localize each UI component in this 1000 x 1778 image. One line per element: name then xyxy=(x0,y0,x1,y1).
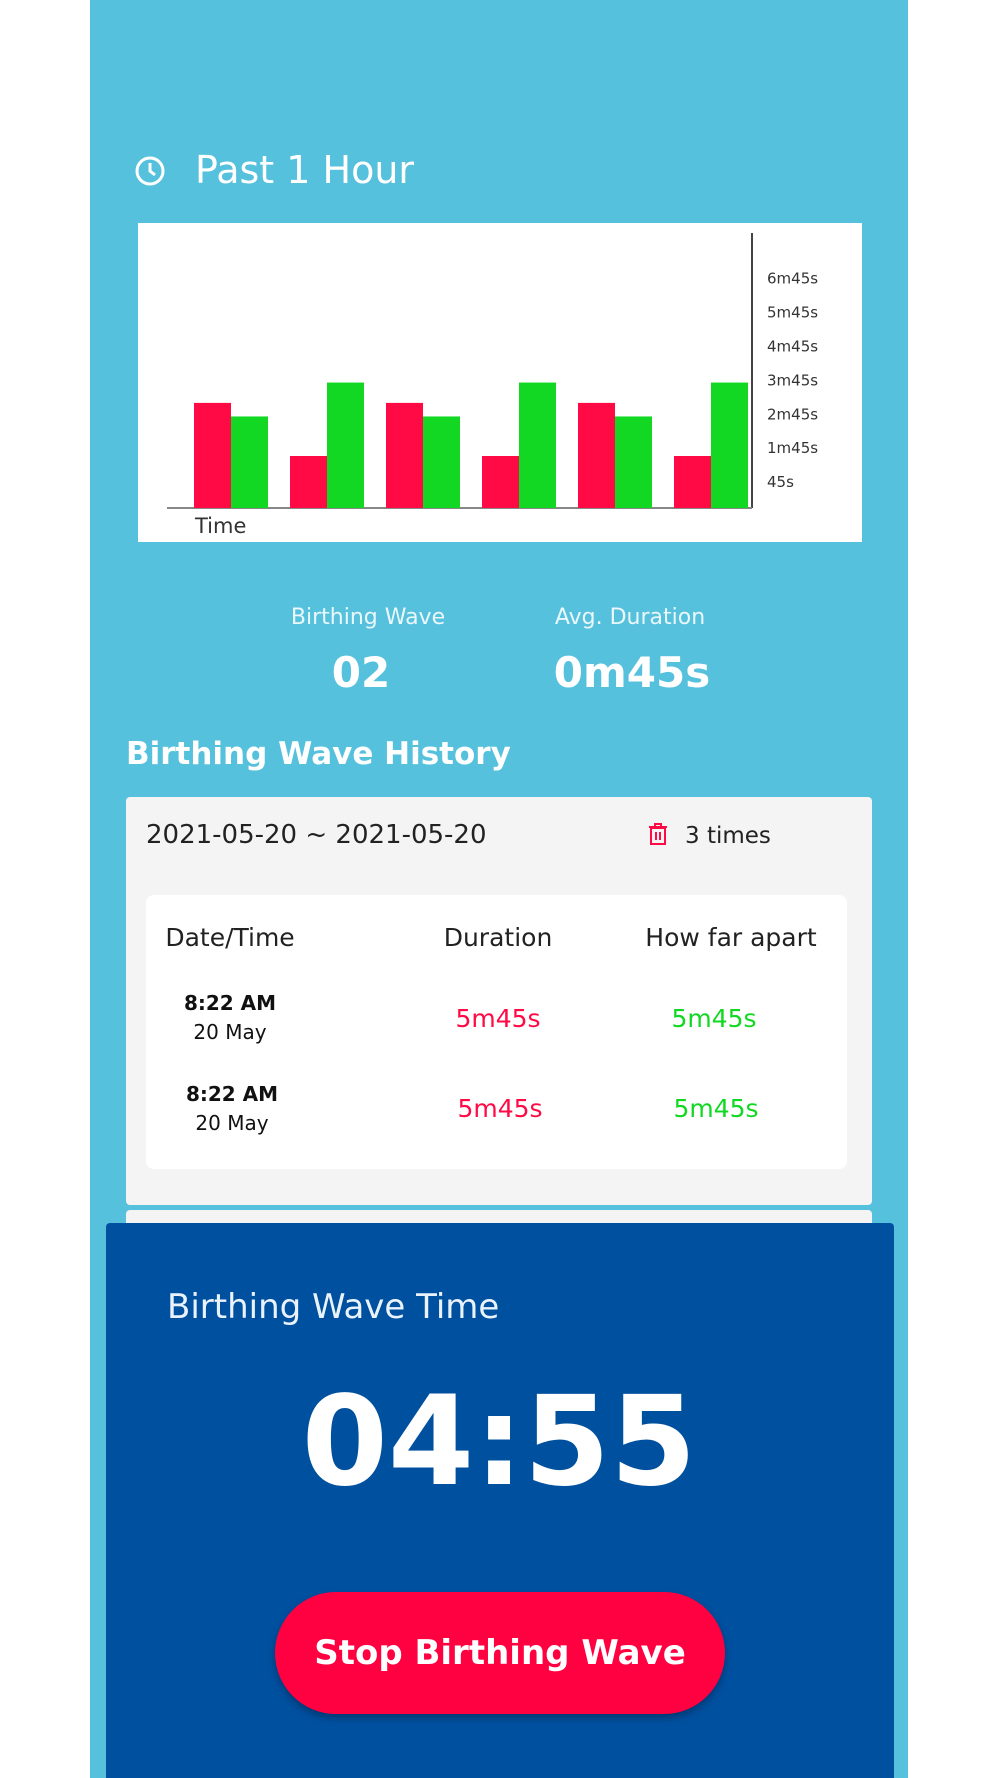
row-duration: 5m45s xyxy=(455,1004,541,1033)
bar xyxy=(423,416,460,508)
column-header: Date/Time xyxy=(165,923,295,952)
history-title: Birthing Wave History xyxy=(126,736,511,772)
clock-icon xyxy=(135,156,165,186)
y-tick-label: 45s xyxy=(767,473,794,491)
column-header: How far apart xyxy=(645,923,817,952)
bar xyxy=(711,382,748,508)
row-apart: 5m45s xyxy=(673,1094,759,1123)
trash-icon[interactable] xyxy=(648,822,668,846)
stat-value: 02 xyxy=(331,648,391,697)
row-date: 20 May xyxy=(195,1111,269,1135)
y-tick-label: 3m45s xyxy=(767,371,818,389)
bar xyxy=(386,402,423,508)
chart: 45s 1m45s 2m45s 3m45s 4m45s 5m45s 6m45s Time xyxy=(138,223,862,542)
row-time: 8:22 AM xyxy=(185,1082,279,1106)
stat-label: Avg. Duration xyxy=(554,605,706,630)
y-tick-label: 2m45s xyxy=(767,405,818,423)
row-duration: 5m45s xyxy=(457,1094,543,1123)
bar xyxy=(194,402,231,508)
date-range: 2021-05-20 ~ 2021-05-20 xyxy=(146,820,487,850)
row-date: 20 May xyxy=(193,1020,267,1044)
y-tick-label: 1m45s xyxy=(767,439,818,457)
stop-button[interactable]: Stop Birthing Wave xyxy=(275,1592,725,1714)
bar xyxy=(327,382,364,508)
column-header: Duration xyxy=(443,923,553,952)
y-tick-label: 4m45s xyxy=(767,337,818,355)
row-apart: 5m45s xyxy=(671,1004,757,1033)
count: 3 times xyxy=(685,823,771,849)
stat-label: Birthing Wave xyxy=(290,605,446,630)
bar xyxy=(290,456,327,508)
y-tick-label: 5m45s xyxy=(767,304,818,322)
x-axis-label: Time xyxy=(194,514,246,538)
bar xyxy=(615,416,652,508)
bar xyxy=(674,456,711,508)
bar xyxy=(519,382,556,508)
stop-button-label[interactable]: Stop Birthing Wave xyxy=(314,1633,686,1673)
timer-value: 04:55 xyxy=(301,1370,697,1514)
section-title: Past 1 Hour xyxy=(195,148,415,192)
bar xyxy=(231,416,268,508)
bar xyxy=(578,402,615,508)
y-tick-label: 6m45s xyxy=(767,270,818,288)
bar xyxy=(482,456,519,508)
timer-title: Birthing Wave Time xyxy=(167,1287,500,1327)
row-time: 8:22 AM xyxy=(183,991,277,1015)
stat-value: 0m45s xyxy=(553,648,711,697)
history-table xyxy=(146,895,847,1169)
